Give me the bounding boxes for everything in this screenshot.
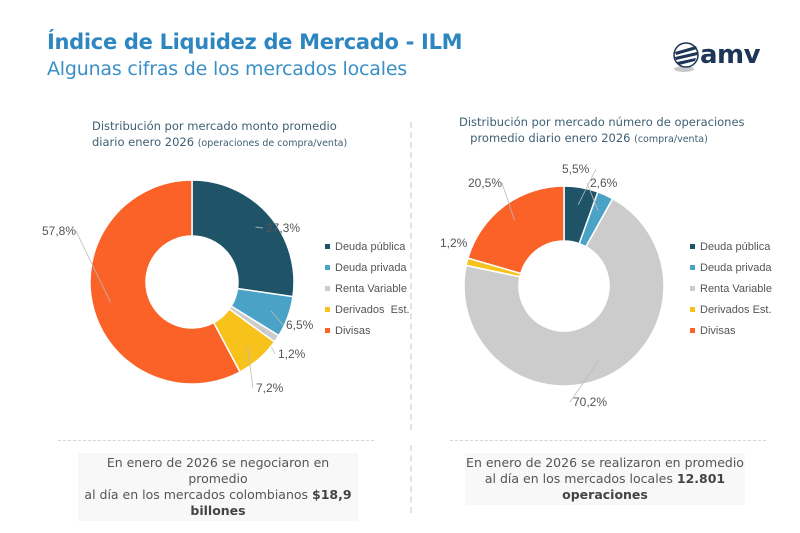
logo-globe-icon <box>673 42 699 72</box>
page-subtitle: Algunas cifras de los mercados locales <box>47 58 408 80</box>
legend-item-divisas: Divisas <box>690 320 772 341</box>
donut-slice-renta-variable <box>463 197 665 387</box>
data-label-deuda-privada: 2,6% <box>590 176 618 190</box>
chart-title-right-line2: promedio diario enero 2026 <box>470 131 631 145</box>
leader-line-deuda-privada <box>586 182 599 212</box>
summary-left: En enero de 2026 se negociaron en promed… <box>78 453 358 521</box>
chart-title-left: Distribución por mercado monto promedio … <box>92 118 347 152</box>
data-label-derivados: 1,2% <box>440 236 468 250</box>
summary-right: En enero de 2026 se realizaron en promed… <box>465 453 745 505</box>
legend-item-renta-variable: Renta Variable <box>690 278 772 299</box>
legend-swatch <box>325 307 330 312</box>
legend-swatch <box>325 286 330 291</box>
donut-chart-operations: 5,5%2,6% 70,2% 1,2% 20,5% <box>440 162 665 409</box>
chart-title-right-note: (compra/venta) <box>634 134 708 145</box>
legend-swatch <box>690 244 695 249</box>
leader-line-deuda-privada <box>270 310 284 326</box>
data-label-divisas: 57,8% <box>42 224 76 238</box>
legend-item-deuda-privada: Deuda privada <box>325 257 410 278</box>
donut-slice-divisas <box>467 185 565 275</box>
leader-line-derivados <box>246 345 254 389</box>
data-label-renta-variable: 70,2% <box>573 395 607 409</box>
summary-left-unit: billones <box>190 503 246 518</box>
leader-line-divisas <box>501 182 515 221</box>
data-label-deuda-publica: 5,5% <box>562 162 590 176</box>
leader-line-renta-variable <box>569 360 599 403</box>
legend-swatch <box>690 328 695 333</box>
leader-line-deuda-publica <box>577 168 597 205</box>
data-label-deuda-publica: 27,3% <box>266 221 300 235</box>
summary-right-unit: operaciones <box>562 487 648 502</box>
vertical-divider <box>410 122 412 430</box>
chart-title-left-line1: Distribución por mercado monto promedio <box>92 119 337 133</box>
legend-right: Deuda pública Deuda privada Renta Variab… <box>690 236 772 341</box>
legend-swatch <box>325 244 330 249</box>
legend-swatch <box>690 265 695 270</box>
chart-title-right-line1: Distribución por mercado número de opera… <box>459 115 745 129</box>
legend-item-deuda-publica: Deuda pública <box>690 236 772 257</box>
page-title: Índice de Liquidez de Mercado - ILM <box>47 30 463 54</box>
leader-line-divisas <box>75 230 111 303</box>
legend-swatch <box>325 265 330 270</box>
legend-item-deuda-privada: Deuda privada <box>690 257 772 278</box>
data-label-derivados: 7,2% <box>256 381 284 395</box>
legend-swatch <box>690 307 695 312</box>
legend-item-divisas: Divisas <box>325 320 410 341</box>
legend-left: Deuda pública Deuda privada Renta Variab… <box>325 236 410 341</box>
horizontal-divider-right <box>450 440 766 441</box>
legend-swatch <box>690 286 695 291</box>
data-label-divisas: 20,5% <box>468 176 502 190</box>
logo-text: amv <box>700 40 761 70</box>
chart-title-right: Distribución por mercado número de opera… <box>459 114 745 148</box>
legend-item-derivados: Derivados Est. <box>325 299 410 320</box>
horizontal-divider-left <box>58 440 374 441</box>
donut-slice-deuda-publica <box>191 179 295 298</box>
chart-title-left-note: (operaciones de compra/venta) <box>197 138 348 149</box>
legend-swatch <box>325 328 330 333</box>
legend-item-derivados: Derivados Est. <box>690 299 772 320</box>
donut-chart-amount: 27,3% 6,5% 1,2% 7,2% 57,8% <box>42 179 314 395</box>
legend-item-renta-variable: Renta Variable <box>325 278 410 299</box>
summary-right-value: 12.801 <box>676 471 726 486</box>
data-label-deuda-privada: 6,5% <box>286 318 314 332</box>
donut-slice-divisas <box>89 179 242 385</box>
summary-left-value: $18,9 <box>312 487 352 502</box>
amv-logo: amv <box>672 40 762 74</box>
legend-item-deuda-publica: Deuda pública <box>325 236 410 257</box>
leader-line-deuda-publica <box>255 226 264 229</box>
vertical-divider-bottom <box>410 445 412 513</box>
data-label-renta-variable: 1,2% <box>278 347 306 361</box>
chart-title-left-line2: diario enero 2026 <box>92 135 195 149</box>
